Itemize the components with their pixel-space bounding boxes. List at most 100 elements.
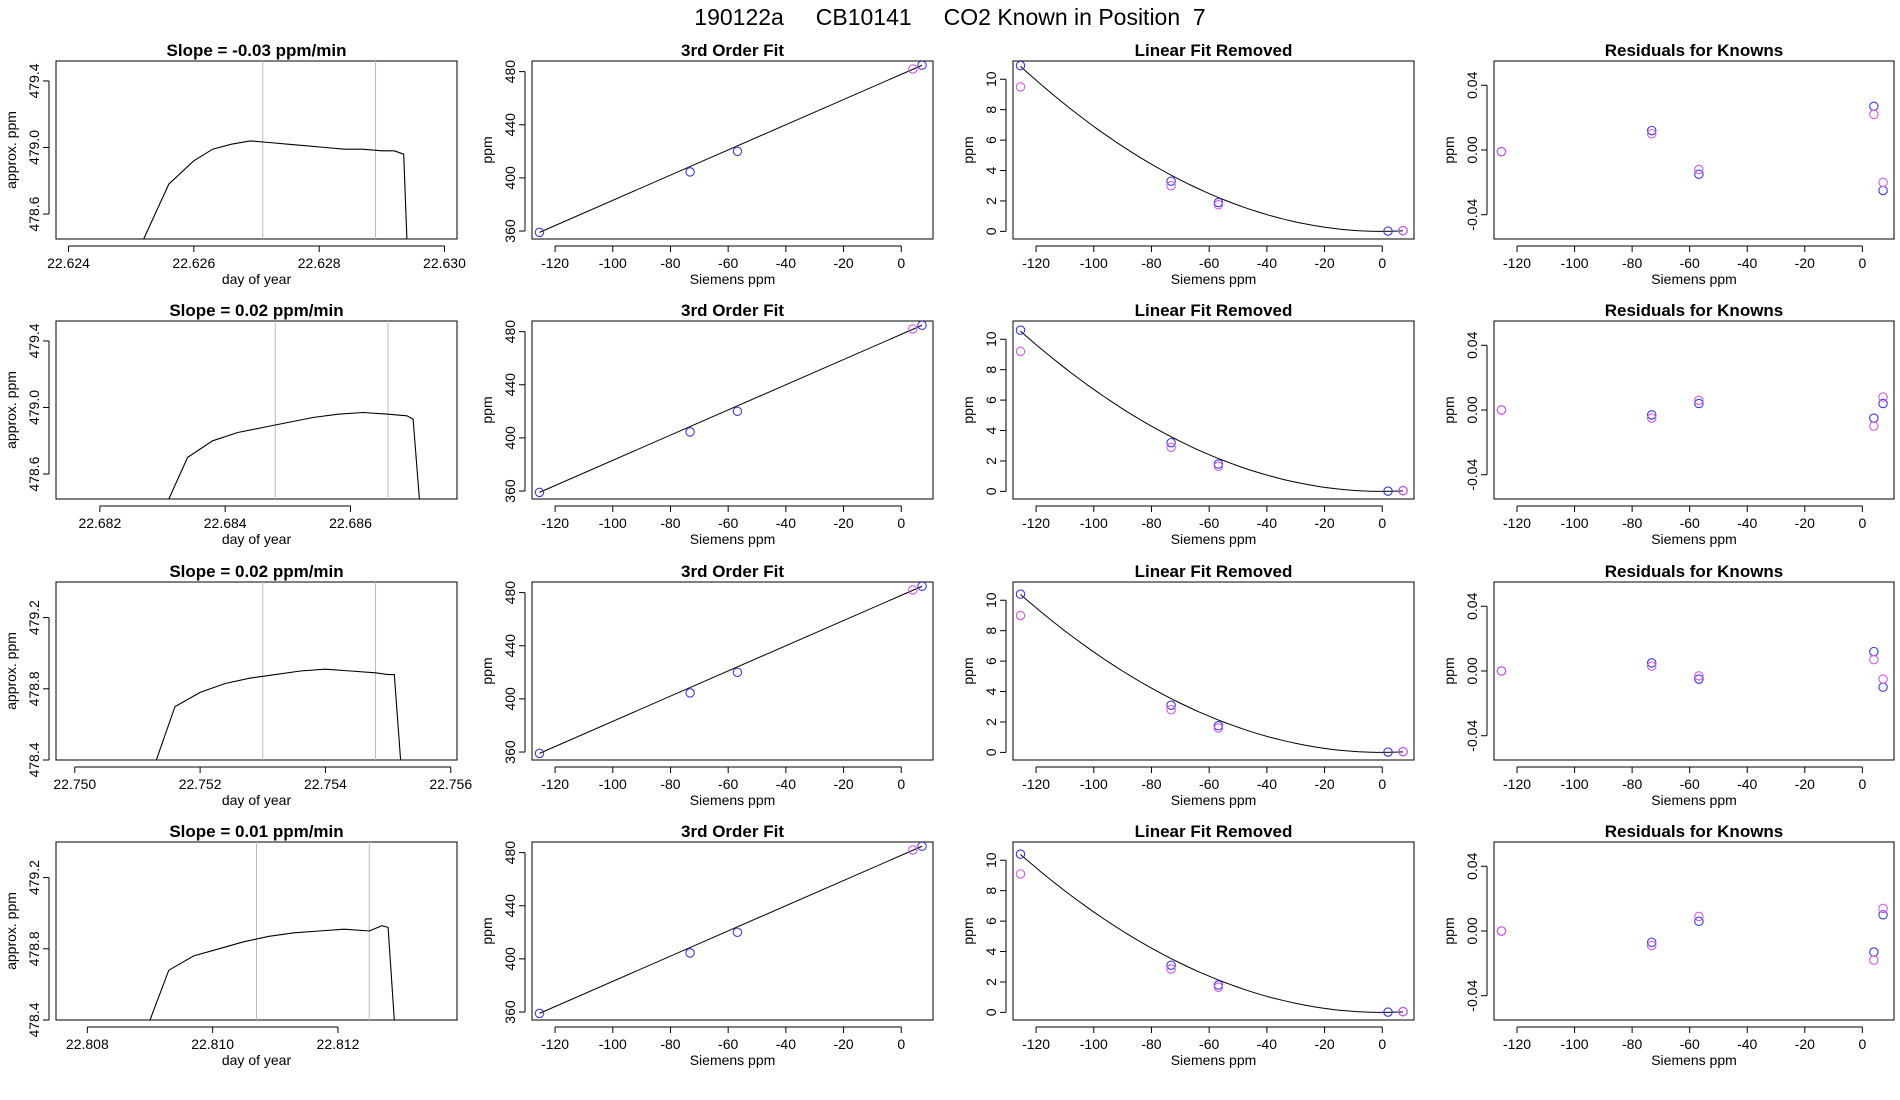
data-point-blue <box>534 227 545 238</box>
plot-title: Slope = 0.01 ppm/min <box>169 822 343 841</box>
trace-line <box>155 668 402 760</box>
x-axis-label: Siemens ppm <box>1651 1052 1737 1068</box>
data-point-magenta <box>1694 164 1704 175</box>
x-tick-label: -40 <box>1257 776 1277 792</box>
x-tick-label: -120 <box>1503 1036 1531 1052</box>
y-tick-label: 479.2 <box>26 600 42 635</box>
x-tick-label: -40 <box>776 776 796 792</box>
fit-curve <box>1020 65 1404 232</box>
x-tick-label: -100 <box>599 255 627 271</box>
y-tick-label: 479.2 <box>26 860 42 895</box>
plot-data-area <box>1015 61 1408 236</box>
y-tick-label: 478.4 <box>26 742 42 777</box>
data-point-blue <box>1694 916 1704 927</box>
x-tick-label: 0 <box>897 255 905 271</box>
data-point-magenta <box>1869 421 1879 431</box>
plot-data-area <box>1015 325 1408 496</box>
plot-data-area <box>1015 849 1408 1017</box>
data-point-blue <box>1015 849 1026 859</box>
data-point-blue <box>1166 437 1176 448</box>
x-tick-label: -100 <box>1561 1036 1589 1052</box>
x-tick-label: -120 <box>1022 515 1050 531</box>
y-tick-label: 400 <box>502 687 518 711</box>
x-tick-label: 0 <box>897 776 905 792</box>
x-tick-label: -20 <box>833 1036 853 1052</box>
data-point-magenta <box>1398 746 1408 757</box>
x-tick-label: 22.626 <box>172 255 215 271</box>
plot-frame <box>1012 841 1415 1021</box>
x-tick-label: -100 <box>1080 776 1108 792</box>
y-tick-label: 0 <box>983 227 999 235</box>
x-tick-label: -120 <box>541 515 569 531</box>
y-tick-label: 8 <box>983 887 999 895</box>
y-tick-label: 440 <box>502 894 518 918</box>
x-tick-label: -40 <box>776 255 796 271</box>
data-point-blue <box>1213 197 1224 208</box>
plot-frame <box>1012 60 1415 240</box>
plot-panel: Residuals for Knowns -120 -100 -80 -60 -40 -20… <box>1441 562 1895 808</box>
data-point-blue <box>1015 325 1026 335</box>
x-tick-label: 0 <box>1378 1036 1386 1052</box>
plot-frame <box>1012 320 1415 500</box>
x-tick-label: -20 <box>1314 1036 1334 1052</box>
plot-panel: Linear Fit Removed -120 -100 -80 -60 -40 -20 0 S… <box>960 301 1415 547</box>
x-tick-label: -100 <box>1080 1036 1108 1052</box>
data-point-magenta <box>1213 461 1224 472</box>
fit-line <box>539 64 923 233</box>
data-point-blue <box>1878 398 1888 409</box>
x-tick-label: -80 <box>660 776 680 792</box>
x-tick-label: -60 <box>718 515 738 531</box>
x-axis-label: Siemens ppm <box>1171 1052 1257 1068</box>
x-tick-label: 22.686 <box>329 515 372 531</box>
x-tick-label: -120 <box>541 776 569 792</box>
data-point-blue <box>917 61 927 70</box>
x-tick-label: -100 <box>1080 515 1108 531</box>
page-title: 190122a CB10141 CO2 Known in Position 7 <box>694 4 1206 30</box>
x-tick-label: -100 <box>599 1036 627 1052</box>
data-point-blue <box>1213 721 1224 731</box>
y-axis-label: ppm <box>479 657 495 684</box>
y-tick-label: 0.04 <box>1464 592 1480 619</box>
x-tick-label: -60 <box>718 255 738 271</box>
y-tick-label: 480 <box>502 581 518 605</box>
data-point-blue <box>1213 980 1224 990</box>
x-tick-label: 22.682 <box>78 515 121 531</box>
plot-frame <box>55 320 458 500</box>
y-tick-label: 440 <box>502 634 518 658</box>
data-point-magenta <box>1694 395 1704 406</box>
x-tick-label: -40 <box>1737 515 1757 531</box>
plot-title: Residuals for Knowns <box>1605 301 1784 320</box>
y-tick-label: 2 <box>983 457 999 465</box>
y-tick-label: 400 <box>502 947 518 971</box>
data-point-magenta <box>908 585 918 595</box>
x-tick-label: -80 <box>1622 515 1642 531</box>
data-point-blue <box>732 927 743 938</box>
x-tick-label: -100 <box>599 515 627 531</box>
trace-line <box>143 140 408 239</box>
data-point-magenta <box>1646 413 1657 423</box>
plot-title: Slope = 0.02 ppm/min <box>169 562 343 581</box>
x-axis-label: day of year <box>222 792 292 808</box>
plot-data-area <box>1496 903 1888 965</box>
plot-data-area <box>534 582 927 759</box>
data-point-blue <box>1646 658 1657 668</box>
x-axis-label: day of year <box>222 531 292 547</box>
data-point-magenta <box>908 845 918 855</box>
y-tick-label: 479.4 <box>26 323 42 358</box>
data-point-blue <box>732 667 743 678</box>
y-tick-label: 479.4 <box>26 63 42 98</box>
plot-title: Linear Fit Removed <box>1135 822 1293 841</box>
data-point-blue <box>534 1008 545 1019</box>
data-point-blue <box>1213 459 1224 469</box>
x-tick-label: -20 <box>1314 255 1334 271</box>
data-point-blue <box>1869 101 1879 112</box>
y-tick-label: 10 <box>983 852 999 868</box>
data-point-magenta <box>1878 674 1888 684</box>
x-axis-label: Siemens ppm <box>690 1052 776 1068</box>
x-tick-label: -80 <box>1141 1036 1161 1052</box>
trace-line <box>149 925 395 1020</box>
y-tick-label: 0 <box>983 487 999 495</box>
x-axis-label: Siemens ppm <box>1171 271 1257 287</box>
fit-line <box>539 585 923 754</box>
x-axis-label: Siemens ppm <box>1171 792 1257 808</box>
